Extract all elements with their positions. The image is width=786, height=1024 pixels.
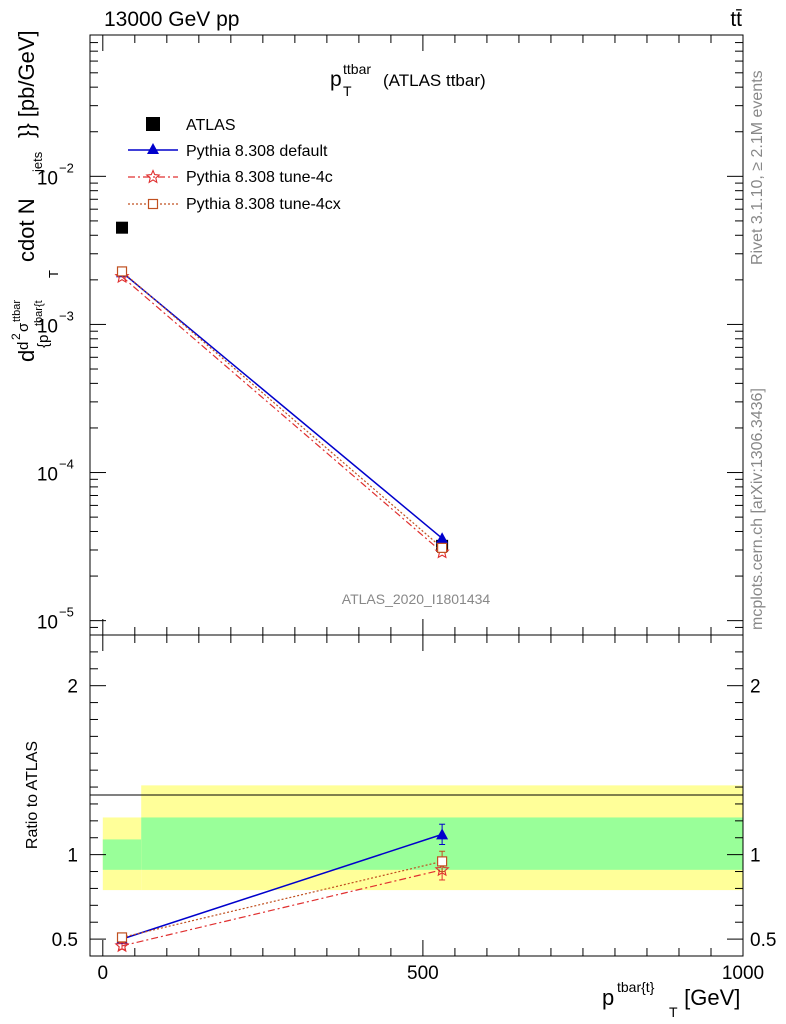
ratio-y-axis-ticks: 0.5 0.5 1 1 2 2	[52, 634, 776, 957]
main-ytick-label-base-1: 10	[37, 465, 58, 486]
y-label-braced-p: {p	[35, 335, 52, 348]
y-label-d2: d	[15, 342, 32, 350]
y-axis-label: d d 2 σ ttbar {p tbar{t T cdot N jets }}…	[9, 30, 61, 362]
main-line-pythia-8-308-tune-4cx	[121, 270, 443, 549]
ratio-ytick-label-right-1: 1	[750, 846, 761, 867]
main-y-axis-ticks: 10−510−410−310−2	[37, 34, 743, 636]
ratio-point-pythia-8-308-tune-4cx-1	[437, 856, 448, 867]
main-data-layer	[114, 221, 450, 559]
ratio-point-pythia-8-308-tune-4c-0	[114, 937, 130, 953]
ratio-line-pythia-8-308-tune-4c	[121, 869, 443, 947]
plot-title-sup: ttbar	[343, 61, 371, 77]
ratio-panel: 0.5 0.5 1 1 2 2 0 500 1000	[52, 634, 776, 984]
main-point-pythia-8-308-tune-4cx-1	[437, 542, 448, 553]
legend: ATLAS Pythia 8.308 default Pythia 8.308 …	[128, 117, 341, 213]
main-line-pythia-8-308-tune-4c	[121, 276, 443, 553]
main-ytick-label-base-3: 10	[37, 168, 58, 189]
ratio-ytick-label-left-0: 0.5	[52, 930, 78, 951]
plot-title-main: p	[330, 68, 342, 91]
main-x-axis-ticks	[102, 35, 744, 635]
y-label-tbar: tbar{t	[33, 300, 45, 326]
plot-title: p ttbar T (ATLAS ttbar)	[330, 61, 486, 99]
ratio-data-layer	[114, 823, 450, 953]
x-tick-label-1: 500	[407, 963, 439, 984]
ratio-axis-label: Ratio to ATLAS	[24, 741, 41, 849]
main-point-atlas-0	[116, 221, 129, 234]
legend-label-tune4c: Pythia 8.308 tune-4c	[186, 169, 333, 186]
plot-title-sub: T	[343, 83, 352, 99]
y-label-tail: }} [pb/GeV]	[14, 30, 39, 138]
ratio-frame	[89, 634, 744, 957]
main-ytick-label-exp-2: −3	[59, 308, 74, 323]
ratio-ytick-label-right-0: 0.5	[750, 930, 776, 951]
analysis-id: ATLAS_2020_I1801434	[342, 591, 491, 607]
ratio-line-pythia-8-308-tune-4cx	[121, 860, 443, 938]
y-label-cdot: cdot N	[14, 198, 39, 262]
main-ytick-label-exp-0: −5	[59, 605, 74, 620]
legend-label-tune4cx: Pythia 8.308 tune-4cx	[186, 196, 341, 213]
main-line-pythia-8-308-default	[121, 271, 443, 539]
ratio-ytick-label-left-2: 2	[67, 677, 78, 698]
y-label-sigma-sup: ttbar	[11, 300, 23, 322]
x-label-sub: T	[669, 1004, 678, 1020]
legend-marker-atlas	[146, 117, 160, 131]
main-point-pythia-8-308-tune-4cx-0	[116, 266, 128, 277]
legend-star-shape	[145, 169, 161, 184]
plot-title-rest: (ATLAS ttbar)	[383, 71, 486, 90]
ratio-ytick-label-right-2: 2	[750, 677, 761, 698]
ratio-x-axis-ticks: 0 500 1000	[98, 635, 764, 984]
x-axis-label: p tbar{t} T [GeV]	[602, 979, 740, 1020]
mcplots-label: mcplots.cern.ch [arXiv:1306.3436]	[749, 388, 766, 630]
ratio-ytick-label-left-1: 1	[67, 846, 78, 867]
main-panel: 10−510−410−310−2 p ttbar T (ATLAS ttbar)…	[37, 34, 744, 636]
y-label-sigma: σ	[15, 322, 32, 332]
ratio-uncertainty-bands	[102, 785, 743, 891]
rivet-version-label: Rivet 3.1.10, ≥ 2.1M events	[749, 70, 766, 265]
x-label-main: p	[602, 985, 614, 1010]
legend-marker-tune4c	[145, 169, 161, 184]
ratio-point-pythia-8-308-tune-4c-1	[434, 861, 450, 877]
y-label-sq: 2	[9, 333, 23, 340]
ratio-point-pythia-8-308-tune-4cx-0	[116, 932, 128, 943]
main-point-pythia-8-308-default-1	[436, 532, 449, 544]
main-ytick-label-exp-3: −2	[59, 160, 74, 175]
ratio-inner-band-0	[102, 839, 142, 870]
legend-label-atlas: ATLAS	[186, 117, 236, 134]
main-ytick-label-exp-1: −4	[59, 457, 74, 472]
x-tick-label-0: 0	[98, 963, 109, 984]
ratio-line-pythia-8-308-default	[121, 833, 443, 940]
main-ytick-label-base-2: 10	[37, 316, 58, 337]
x-label-tail: [GeV]	[678, 985, 740, 1010]
x-label-sup: tbar{t}	[617, 979, 655, 995]
legend-label-default: Pythia 8.308 default	[186, 143, 328, 160]
ratio-point-pythia-8-308-default-1	[436, 828, 449, 840]
y-label-jets: jets	[30, 151, 45, 173]
legend-marker-default	[147, 143, 159, 154]
main-ytick-label-base-0: 10	[37, 613, 58, 634]
header-right: tt̄	[730, 8, 742, 31]
header-left: 13000 GeV pp	[104, 8, 239, 31]
x-tick-label-2: 1000	[722, 963, 764, 984]
y-label-d1: d	[14, 350, 39, 362]
y-label-T-sub: T	[46, 270, 61, 278]
legend-marker-tune4cx	[147, 198, 159, 210]
